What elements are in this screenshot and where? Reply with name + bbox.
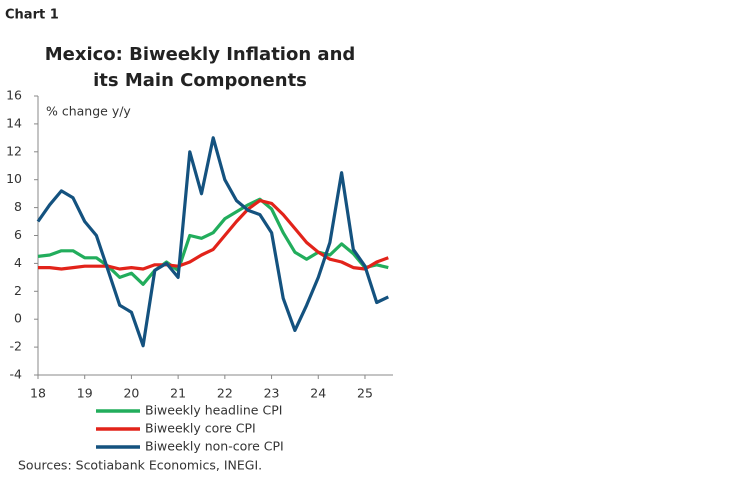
legend-label: Biweekly headline CPI [145,403,282,418]
x-tick-label: 24 [310,386,326,401]
chart-title: its Main Components [93,70,307,91]
y-tick-label: 6 [14,227,22,242]
y-tick-label: 8 [14,199,22,214]
x-tick-label: 25 [357,386,373,401]
y-axis-label: % change y/y [46,104,131,119]
y-tick-label: 14 [6,115,22,130]
x-tick-label: 18 [30,386,46,401]
x-tick-label: 22 [217,386,233,401]
x-tick-label: 20 [123,386,139,401]
y-tick-label: 10 [6,171,22,186]
y-tick-label: -4 [10,367,23,382]
source: Sources: Scotiabank Economics, INEGI. [18,458,262,473]
series-line [38,199,389,271]
y-tick-label: 12 [6,143,22,158]
y-tick-label: 2 [14,283,22,298]
y-tick-label: 4 [14,255,22,270]
series-line [37,197,389,286]
series-line [36,136,389,348]
x-tick-label: 21 [170,386,186,401]
y-tick-label: -2 [10,339,22,354]
legend-label: Biweekly core CPI [145,421,256,436]
x-tick-label: 19 [77,386,93,401]
y-tick-label: 16 [6,88,22,103]
legend-label: Biweekly non-core CPI [145,439,284,454]
chart-label: Chart 1 [5,8,59,23]
chart-title: Mexico: Biweekly Inflation and [45,44,356,65]
x-tick-label: 23 [264,386,280,401]
y-tick-label: 0 [14,311,22,326]
